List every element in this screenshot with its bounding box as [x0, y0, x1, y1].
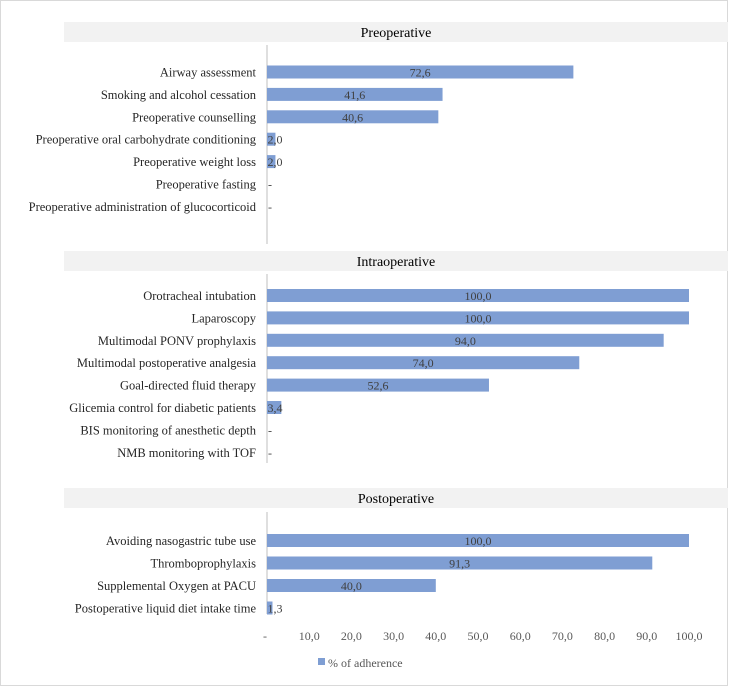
bar — [267, 356, 580, 370]
category-label: BIS monitoring of anesthetic depth — [80, 423, 256, 437]
data-label: 2,0 — [268, 155, 283, 169]
x-tick-label: 80,0 — [594, 629, 615, 643]
category-label: Multimodal PONV prophylaxis — [98, 334, 256, 348]
category-label: Preoperative administration of glucocort… — [29, 200, 257, 214]
bar — [267, 132, 276, 146]
x-tick-label: 10,0 — [299, 629, 320, 643]
category-label: Smoking and alcohol cessation — [101, 88, 257, 102]
bar — [267, 87, 443, 101]
bar — [267, 534, 689, 547]
category-label: Goal-directed fluid therapy — [120, 379, 257, 393]
section-title-intraoperative: Intraoperative — [357, 255, 436, 270]
category-label: Preoperative oral carbohydrate condition… — [36, 133, 257, 147]
data-label: 2,0 — [268, 133, 283, 147]
data-label: 40,0 — [341, 579, 362, 593]
data-label: 94,0 — [455, 334, 476, 348]
category-label: Supplemental Oxygen at PACU — [97, 579, 256, 593]
x-tick-label: 50,0 — [468, 629, 489, 643]
x-tick-label: 100,0 — [676, 629, 703, 643]
data-label: 100,0 — [465, 534, 492, 548]
data-label: 52,6 — [367, 379, 388, 393]
bar — [267, 333, 664, 347]
x-tick-label: 60,0 — [510, 629, 531, 643]
data-label: - — [268, 446, 272, 460]
bar — [267, 601, 273, 615]
section-header-postoperative — [64, 488, 728, 508]
data-label: - — [268, 423, 272, 437]
data-label: 74,0 — [413, 356, 434, 370]
bar — [267, 311, 689, 325]
bar — [267, 155, 276, 169]
data-label: 3,4 — [268, 401, 283, 415]
data-label: - — [268, 178, 272, 192]
data-label: 41,6 — [344, 88, 365, 102]
data-label: 100,0 — [465, 289, 492, 303]
section-title-preoperative: Preoperative — [361, 26, 432, 41]
category-label: Preoperative fasting — [156, 178, 257, 192]
bar — [267, 65, 574, 79]
section-title-postoperative: Postoperative — [358, 492, 434, 507]
category-label: Multimodal postoperative analgesia — [77, 356, 257, 370]
chart-frame — [0, 0, 728, 686]
x-tick-label: 90,0 — [636, 629, 657, 643]
data-label: 72,6 — [410, 66, 431, 80]
category-label: Airway assessment — [160, 66, 257, 80]
data-label: - — [268, 200, 272, 214]
x-tick-label: 70,0 — [552, 629, 573, 643]
category-label: Preoperative counselling — [132, 110, 257, 124]
bar — [267, 556, 653, 570]
category-label: Orotracheal intubation — [143, 289, 257, 303]
category-label: NMB monitoring with TOF — [117, 446, 256, 460]
bar — [267, 378, 489, 392]
category-label: Preoperative weight loss — [133, 155, 256, 169]
bar — [267, 401, 282, 414]
category-label: Postoperative liquid diet intake time — [75, 602, 257, 616]
legend-label: % of adherence — [328, 656, 403, 670]
category-label: Glicemia control for diabetic patients — [69, 401, 256, 415]
category-label: Avoiding nasogastric tube use — [106, 534, 257, 548]
section-header-preoperative — [64, 22, 728, 42]
category-label: Thromboprophylaxis — [150, 557, 256, 571]
x-tick-label: 30,0 — [383, 629, 404, 643]
legend-swatch — [318, 658, 325, 665]
data-label: 40,6 — [342, 110, 363, 124]
x-tick-label: 40,0 — [425, 629, 446, 643]
section-header-intraoperative — [64, 251, 728, 271]
bar — [267, 579, 436, 592]
category-label: Laparoscopy — [191, 311, 256, 325]
data-label: 91,3 — [449, 557, 470, 571]
data-label: 100,0 — [465, 311, 492, 325]
bar — [267, 110, 439, 124]
x-tick-label: - — [263, 629, 267, 643]
bar — [267, 289, 689, 302]
x-tick-label: 20,0 — [341, 629, 362, 643]
data-label: 1,3 — [268, 602, 283, 616]
